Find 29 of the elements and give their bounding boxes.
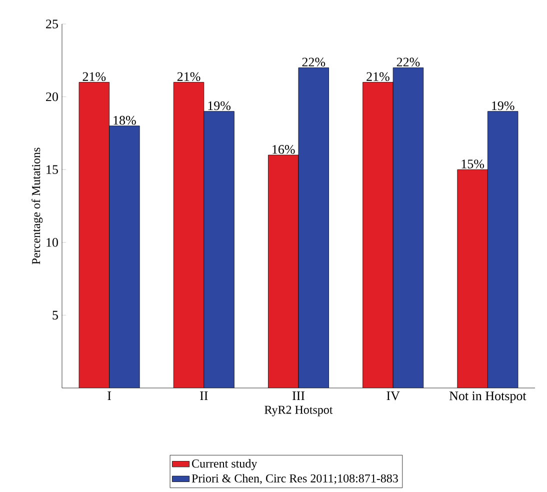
bar: [268, 155, 298, 388]
data-label: 21%: [177, 72, 200, 82]
x-tick-label: II: [200, 392, 208, 400]
data-label: 15%: [462, 160, 484, 168]
x-tick-label: Not in Hotspot: [449, 392, 526, 403]
bar: [362, 82, 394, 388]
legend-label: Current study: [192, 459, 258, 470]
y-tick-label: 5: [52, 310, 58, 320]
data-label: 21%: [366, 72, 390, 82]
data-label: 16%: [272, 145, 295, 154]
data-label: 18%: [114, 116, 136, 125]
legend-label: Priori & Chen, Circ Res 2011;108:871-883: [192, 474, 398, 484]
bar: [174, 82, 204, 388]
data-label: 22%: [396, 58, 420, 66]
x-tick-label: III: [292, 392, 305, 400]
x-tick-label: I: [108, 392, 112, 400]
y-axis-title: Percentage of Mutations: [32, 148, 43, 264]
x-axis-title: RyR2 Hotspot: [264, 406, 333, 416]
data-label: 19%: [208, 101, 231, 110]
bar: [457, 169, 488, 388]
data-label: 21%: [82, 72, 106, 82]
x-tick-label: IV: [386, 392, 400, 400]
y-tick-label: 10: [46, 238, 58, 247]
y-tick-label: 20: [46, 92, 58, 102]
data-label: 19%: [492, 101, 514, 110]
y-tick-label: 25: [46, 20, 58, 28]
bar: [79, 82, 110, 388]
y-tick-label: 15: [46, 165, 58, 174]
data-label: 22%: [302, 58, 326, 66]
